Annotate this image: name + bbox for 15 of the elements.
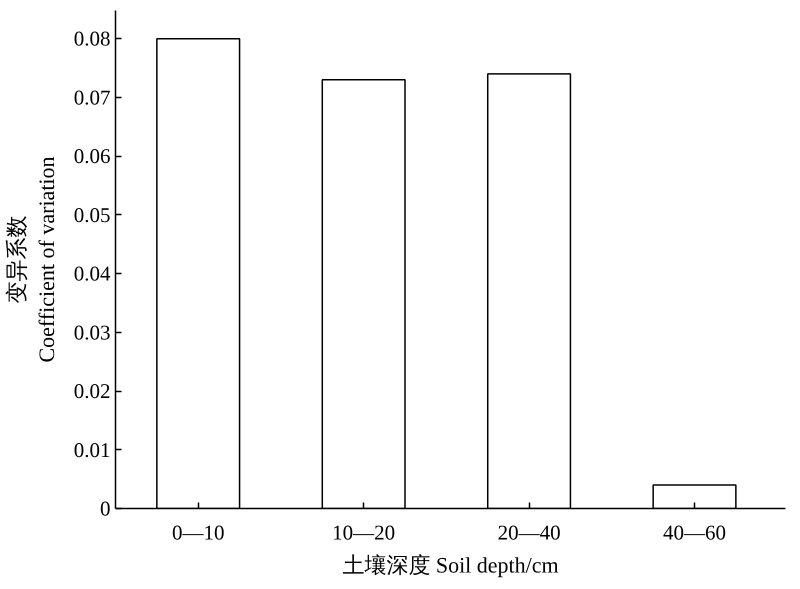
y-tick-label: 0: [100, 496, 110, 520]
y-axis-title: 变异系数 Coefficient of variation: [4, 156, 59, 363]
y-tick-label: 0.02: [74, 379, 110, 404]
y-tick-label: 0.06: [74, 144, 110, 168]
y-tick-label: 0.04: [74, 262, 111, 286]
y-tick-label: 0.05: [74, 202, 110, 227]
x-tick-label: 0—10: [172, 520, 224, 544]
y-tick-label: 0.03: [74, 320, 110, 344]
y-tick-label: 0.01: [74, 438, 110, 462]
x-tick-label: 40—60: [663, 520, 726, 544]
y-tick-label: 0.07: [74, 85, 110, 110]
x-tick-label: 20—40: [498, 520, 561, 544]
x-tick-label: 10—20: [332, 520, 396, 544]
x-axis-title: 土壤深度 Soil depth/cm: [342, 552, 559, 578]
y-tick-label: 0.08: [74, 26, 110, 51]
